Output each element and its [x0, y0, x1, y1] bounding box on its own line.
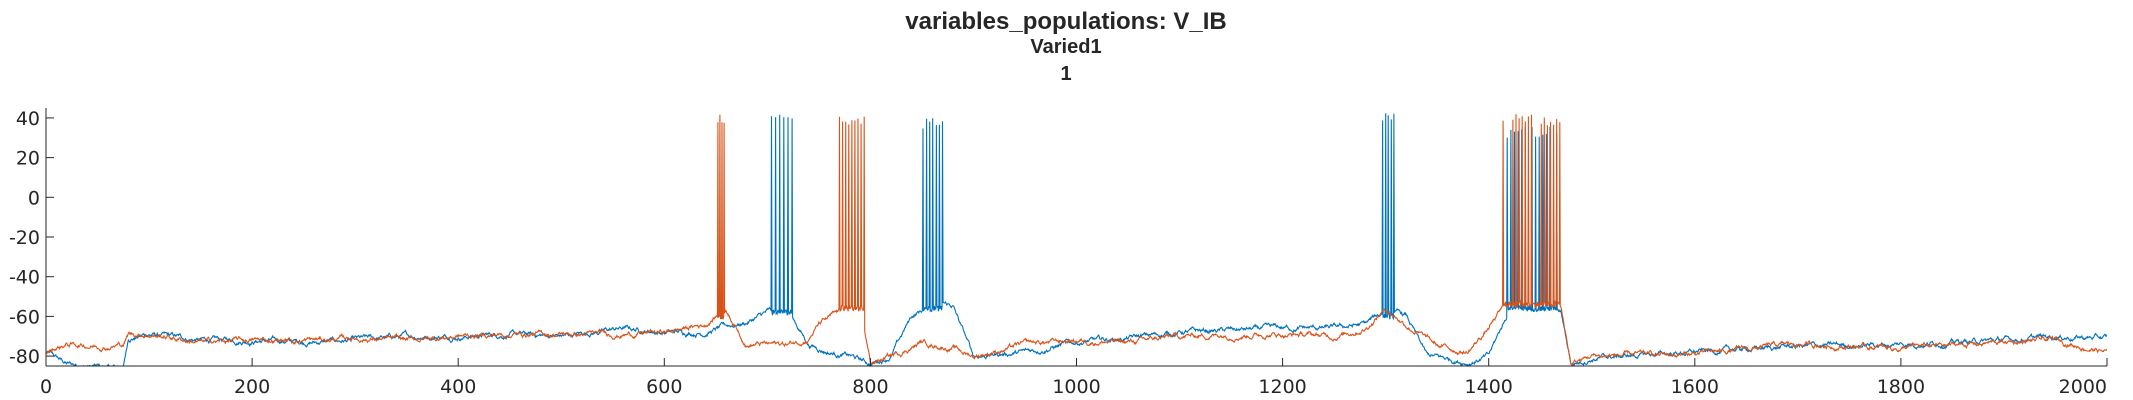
- x-tick-label: 1600: [1671, 376, 1719, 398]
- x-tick-label: 200: [234, 376, 270, 398]
- x-tick-label: 800: [852, 376, 888, 398]
- x-tick-label: 2000: [2059, 376, 2107, 398]
- plot-area: [46, 113, 2107, 366]
- chart-subtitle-2: 1: [1060, 63, 1071, 85]
- chart-subtitle: Varied1: [1030, 36, 1101, 58]
- y-tick-label: 40: [16, 108, 40, 130]
- x-tick-label: 1800: [1877, 376, 1925, 398]
- x-tick-label: 600: [646, 376, 682, 398]
- y-tick-label: 0: [28, 187, 40, 209]
- series-2-line: [46, 114, 2107, 366]
- series-1-line: [46, 113, 2107, 366]
- chart-title: variables_populations: V_IB: [905, 8, 1226, 35]
- x-tick-label: 400: [440, 376, 476, 398]
- y-tick-label: -40: [9, 267, 40, 289]
- x-tick-label: 1400: [1465, 376, 1513, 398]
- x-tick-label: 1000: [1052, 376, 1100, 398]
- y-tick-label: -20: [9, 227, 40, 249]
- x-tick-label: 1200: [1258, 376, 1306, 398]
- y-tick-label: -80: [9, 346, 40, 368]
- x-tick-label: 0: [40, 376, 52, 398]
- y-tick-label: 20: [16, 148, 40, 170]
- y-tick-label: -60: [9, 306, 40, 328]
